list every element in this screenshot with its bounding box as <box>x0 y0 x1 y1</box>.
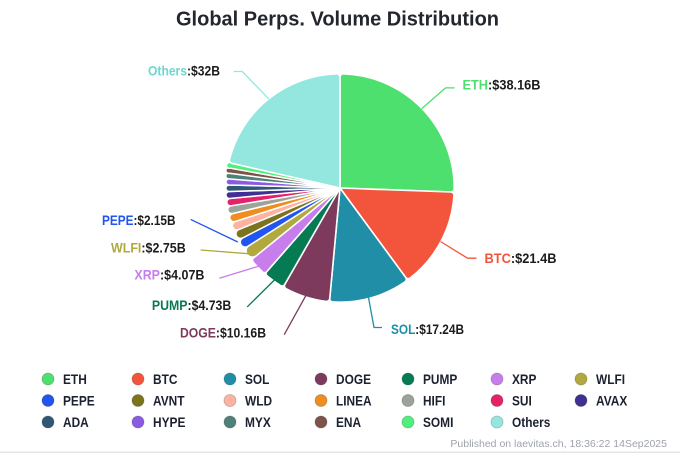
svg-text:XRP: XRP <box>512 371 536 387</box>
svg-text:ETH: ETH <box>463 77 489 93</box>
svg-text:PUMP: PUMP <box>423 371 457 387</box>
svg-text::$21.4B: :$21.4B <box>511 250 557 266</box>
svg-text:SOL: SOL <box>245 371 270 387</box>
svg-text:SOL: SOL <box>391 321 416 337</box>
svg-text::$2.15B: :$2.15B <box>134 212 176 228</box>
svg-text:ETH: ETH <box>63 371 87 387</box>
svg-text:AVAX: AVAX <box>596 392 628 408</box>
svg-text:XRP: XRP <box>134 267 160 283</box>
svg-text:BTC: BTC <box>485 250 511 266</box>
svg-text:DOGE: DOGE <box>336 371 371 387</box>
svg-text:SOMI: SOMI <box>423 414 453 430</box>
svg-text:BTC: BTC <box>153 371 177 387</box>
svg-text:Published on laevitas.ch, 18:3: Published on laevitas.ch, 18:36:22 14Sep… <box>450 438 667 450</box>
svg-text::$10.16B: :$10.16B <box>216 325 266 341</box>
svg-text:PEPE: PEPE <box>102 212 134 228</box>
svg-text::$4.07B: :$4.07B <box>160 267 204 283</box>
svg-text:HIFI: HIFI <box>423 392 445 408</box>
svg-text:Others: Others <box>148 63 187 79</box>
svg-text::$38.16B: :$38.16B <box>488 77 541 93</box>
svg-text:WLFI: WLFI <box>111 239 141 255</box>
svg-text::$2.75B: :$2.75B <box>141 239 185 255</box>
svg-text:MYX: MYX <box>245 414 271 430</box>
svg-text::$32B: :$32B <box>187 63 220 79</box>
svg-text:LINEA: LINEA <box>336 392 372 408</box>
svg-text:WLD: WLD <box>245 392 272 408</box>
svg-text:HYPE: HYPE <box>153 414 185 430</box>
svg-text:Global Perps. Volume Distribut: Global Perps. Volume Distribution <box>176 9 499 31</box>
svg-text:Others: Others <box>512 414 550 430</box>
svg-text::$17.24B: :$17.24B <box>415 321 464 337</box>
svg-text:ENA: ENA <box>336 414 361 430</box>
svg-text:DOGE: DOGE <box>180 325 216 341</box>
svg-text:PEPE: PEPE <box>63 392 95 408</box>
svg-text:AVNT: AVNT <box>153 392 185 408</box>
svg-text:PUMP: PUMP <box>152 297 188 313</box>
svg-text::$4.73B: :$4.73B <box>188 297 232 313</box>
svg-text:SUI: SUI <box>512 392 532 408</box>
svg-text:ADA: ADA <box>63 414 89 430</box>
svg-text:WLFI: WLFI <box>596 371 625 387</box>
